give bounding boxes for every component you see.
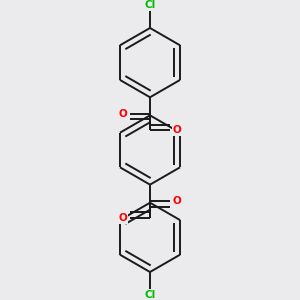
Text: O: O <box>118 213 127 223</box>
Text: O: O <box>173 196 182 206</box>
Text: Cl: Cl <box>144 290 156 300</box>
Text: Cl: Cl <box>144 0 156 11</box>
Text: O: O <box>173 125 182 135</box>
Text: O: O <box>118 109 127 119</box>
